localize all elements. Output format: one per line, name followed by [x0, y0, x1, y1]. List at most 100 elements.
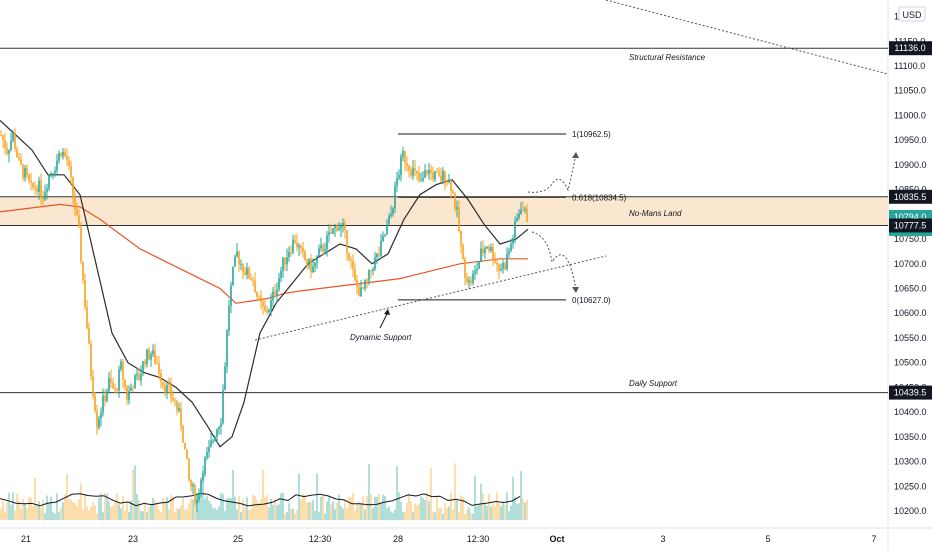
candle-body [446, 181, 448, 183]
candle-body [288, 252, 290, 257]
candle-body [36, 187, 38, 192]
candle-body [372, 269, 374, 271]
volume-bar [382, 494, 384, 520]
candle-body [334, 225, 336, 229]
volume-bar [218, 506, 220, 520]
volume-bar [456, 498, 458, 520]
candle-body [504, 262, 506, 270]
volume-bar [138, 500, 140, 520]
candle-body [412, 168, 414, 176]
candle-body [144, 361, 146, 365]
x-tick-label: 23 [128, 534, 138, 544]
candle-body [138, 373, 140, 381]
candle-body [472, 273, 474, 284]
candle-body [264, 306, 266, 311]
volume-bar [200, 493, 202, 520]
volume-bar [392, 512, 394, 520]
dynamic-support-line[interactable] [254, 255, 607, 341]
candle-body [486, 246, 488, 249]
y-tick-label: 10250.0 [894, 481, 927, 491]
price-axis[interactable]: 10200.010250.010300.010350.010400.010450… [894, 12, 927, 516]
volume-bar [296, 510, 298, 520]
candle-body [394, 185, 396, 209]
volume-bar [376, 496, 378, 520]
volume-bar [16, 493, 18, 520]
volume-bar [272, 504, 274, 520]
candle-body [216, 429, 218, 437]
volume-bar [18, 500, 20, 520]
volume-bar [414, 503, 416, 520]
volume-bar [82, 509, 84, 520]
candle-body [88, 327, 90, 344]
candle-body [230, 285, 232, 306]
candle-body [178, 408, 180, 411]
candle-body [98, 418, 100, 428]
candle-body [212, 440, 214, 442]
candle-body [318, 248, 320, 257]
volume-bar [326, 501, 328, 520]
volume-bar [366, 496, 368, 520]
candle-body [418, 173, 420, 181]
volume-bar [124, 510, 126, 520]
current-price-text: 10794.0 [894, 212, 927, 222]
no-mans-land-zone [0, 196, 888, 226]
volume-bar [378, 494, 380, 520]
volume-bar [374, 496, 376, 520]
daily-support-label: Daily Support [629, 379, 678, 388]
candle-body [136, 373, 138, 376]
volume-bar [24, 503, 26, 520]
candle-body [494, 259, 496, 263]
y-tick-label: 11050.0 [894, 86, 926, 96]
candle-body [250, 278, 252, 281]
candle-body [92, 376, 94, 396]
volume-bar [454, 463, 456, 520]
candle-body [284, 257, 286, 265]
volume-bar [130, 500, 132, 520]
volume-bar [256, 499, 258, 520]
candle-body [248, 267, 250, 279]
currency-box[interactable] [898, 6, 926, 22]
candle-body [362, 287, 364, 289]
volume-bar [348, 497, 350, 520]
candle-body [404, 151, 406, 164]
candle-body [162, 381, 164, 386]
volume-bar [394, 509, 396, 520]
candle-body [196, 499, 198, 504]
levels-group [0, 47, 888, 394]
y-tick-label: 10600.0 [894, 308, 927, 318]
candle-body [364, 280, 366, 289]
volume-bar [70, 500, 72, 520]
candle-body [426, 170, 428, 174]
y-tick-label: 10550.0 [894, 333, 927, 343]
fast-moving-average-line[interactable] [0, 119, 529, 448]
volume-bar [2, 501, 4, 520]
volume-bar [132, 469, 134, 520]
candle-body [244, 272, 246, 275]
volume-bar [280, 493, 282, 520]
volume-bar [428, 501, 430, 520]
volume-bar [306, 502, 308, 520]
volume-bar [120, 508, 122, 520]
volume-bar [254, 495, 256, 520]
moving-averages-group [0, 119, 529, 448]
candle-body [18, 157, 20, 160]
currency-label: USD [902, 10, 922, 20]
no-mans-land-label: No-Mans Land [629, 209, 682, 218]
dynamic-support-label: Dynamic Support [350, 333, 412, 342]
volume-bar [288, 503, 290, 520]
candle-body [44, 191, 46, 200]
time-axis[interactable]: 21 23 25 12:30 28 12:30 Oct 3 5 7 [21, 534, 877, 544]
candle-body [6, 148, 8, 154]
candle-body [164, 385, 166, 393]
slow-moving-average-line[interactable] [0, 203, 528, 304]
candle-body [414, 168, 416, 171]
candle-body [222, 389, 224, 424]
candle-body [484, 248, 486, 254]
diagonal-dotted-line[interactable] [605, 0, 889, 75]
volume-bar [458, 512, 460, 520]
candle-body [398, 175, 400, 179]
y-tick-label: 10300.0 [894, 457, 927, 467]
volume-bar [98, 497, 100, 520]
candle-body [180, 408, 182, 426]
